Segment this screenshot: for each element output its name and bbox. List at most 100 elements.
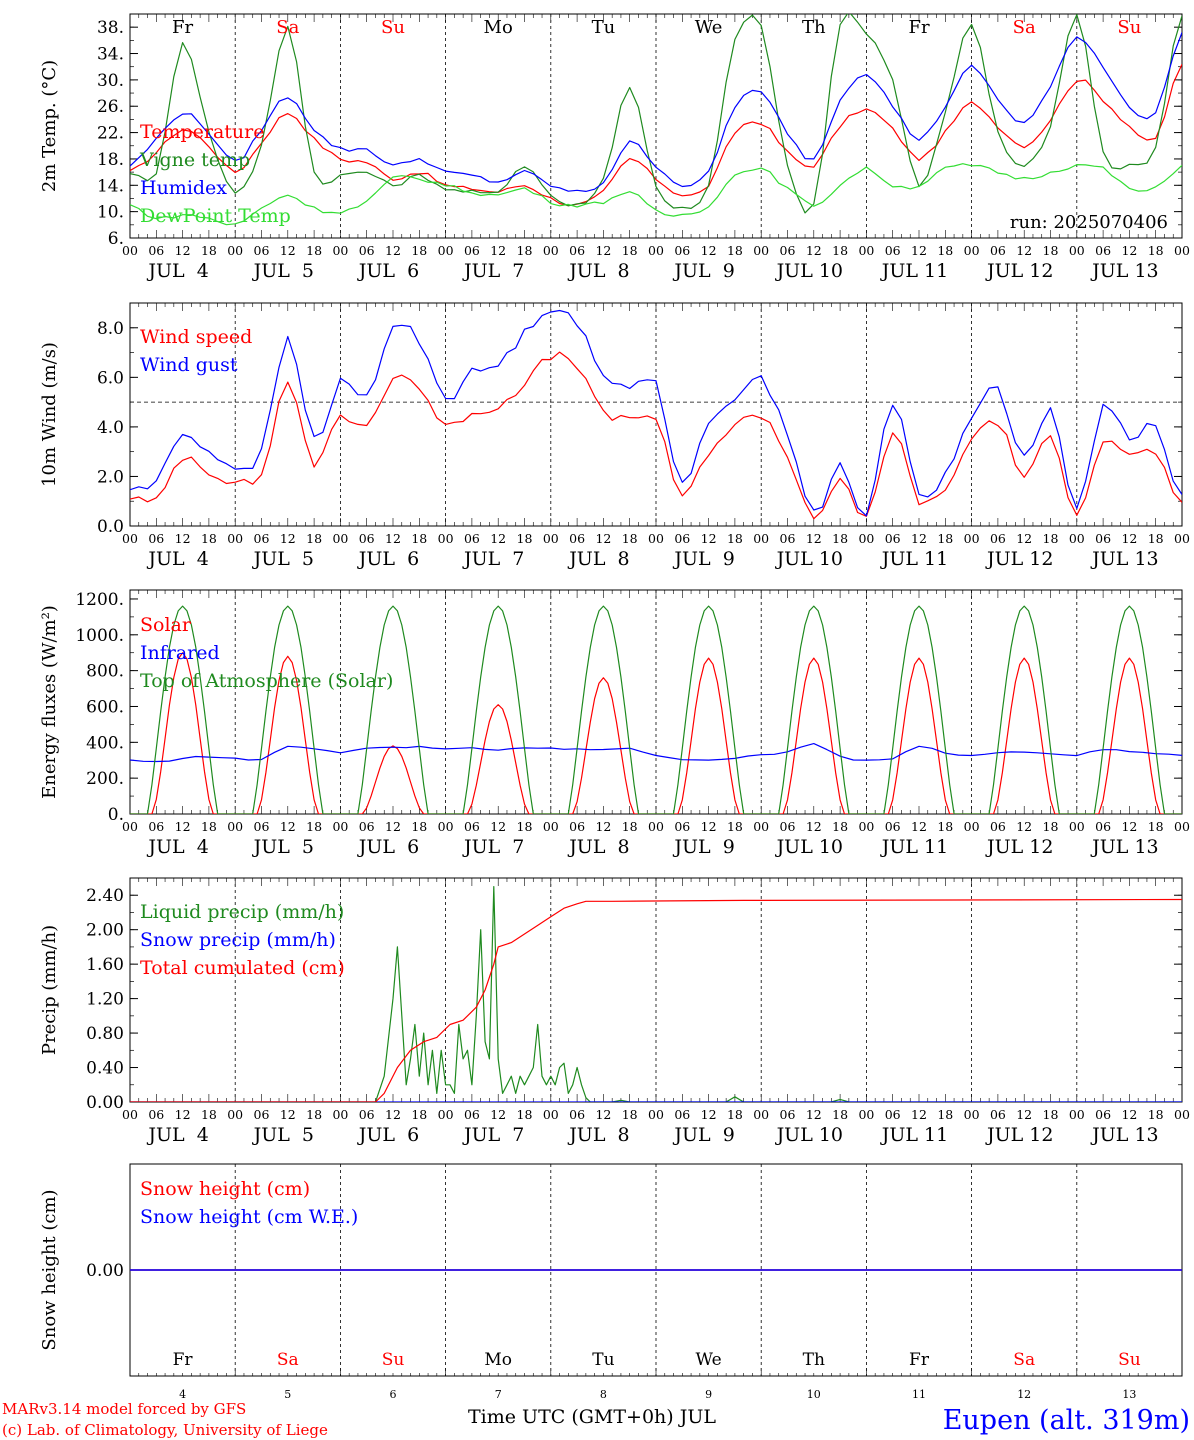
hour-tick-label: 18 xyxy=(201,243,217,258)
date-label: JUL 5 xyxy=(252,836,314,858)
date-label: JUL 8 xyxy=(567,1124,629,1146)
panel-4-series xyxy=(130,886,1182,1102)
day-name: We xyxy=(696,1350,722,1370)
panel-frame xyxy=(129,589,1183,815)
hour-tick-label: 12 xyxy=(490,819,506,834)
day-number: 13 xyxy=(1122,1388,1136,1401)
hour-tick-label: 06 xyxy=(780,531,796,546)
day-name: Fr xyxy=(908,17,929,38)
hour-tick-label: 12 xyxy=(1121,531,1137,546)
hour-tick-label: 06 xyxy=(674,531,690,546)
hour-tick-label: 18 xyxy=(306,531,322,546)
hour-tick-label: 06 xyxy=(1095,243,1111,258)
series-line-wind-gust xyxy=(130,309,1182,517)
hour-tick-label: 00 xyxy=(332,819,348,834)
day-name: Su xyxy=(1118,1350,1141,1370)
hour-tick-label: 00 xyxy=(858,243,874,258)
hour-tick-label: 18 xyxy=(1043,243,1059,258)
hour-tick-label: 06 xyxy=(359,531,375,546)
hour-tick-label: 18 xyxy=(727,531,743,546)
panel-2 xyxy=(129,302,1183,527)
y-tick-label: 0.00 xyxy=(86,1093,124,1113)
date-label: JUL 10 xyxy=(775,548,843,570)
date-label: JUL 9 xyxy=(672,548,734,570)
hour-tick-label: 06 xyxy=(254,243,270,258)
series-layer xyxy=(130,14,1182,1271)
hour-tick-label: 00 xyxy=(332,531,348,546)
hour-tick-label: 18 xyxy=(411,531,427,546)
hour-tick-label: 00 xyxy=(753,819,769,834)
date-label: JUL 7 xyxy=(462,548,524,570)
hour-tick-label: 00 xyxy=(122,243,138,258)
legend-entry: Infrared xyxy=(140,642,220,664)
day-number: 11 xyxy=(912,1388,926,1401)
hour-tick-label: 00 xyxy=(438,243,454,258)
y-axis-title: Energy fluxes (W/m²) xyxy=(39,605,60,799)
hour-tick-label: 12 xyxy=(280,1107,296,1122)
copyright-credit: (c) Lab. of Climatology, University of L… xyxy=(2,1421,328,1439)
hour-tick-label: 12 xyxy=(385,531,401,546)
hour-tick-label: 06 xyxy=(885,243,901,258)
hour-tick-label: 00 xyxy=(648,531,664,546)
hour-tick-label: 00 xyxy=(858,819,874,834)
series-line-top-of-atmosphere-solar- xyxy=(130,605,1182,814)
hour-tick-label: 18 xyxy=(201,819,217,834)
y-tick-label: 2.40 xyxy=(86,886,124,906)
hour-tick-label: 12 xyxy=(701,1107,717,1122)
day-number: 9 xyxy=(705,1388,712,1401)
date-label: JUL 4 xyxy=(146,836,208,858)
hour-tick-label: 00 xyxy=(1174,819,1190,834)
hour-tick-label: 18 xyxy=(411,819,427,834)
hour-tick-label: 18 xyxy=(937,819,953,834)
series-line-wind-speed xyxy=(130,351,1182,520)
legend-entry: Total cumulated (cm) xyxy=(140,957,345,979)
hour-tick-label: 06 xyxy=(1095,531,1111,546)
date-label: JUL 7 xyxy=(462,260,524,282)
hour-tick-label: 12 xyxy=(806,1107,822,1122)
hour-tick-label: 18 xyxy=(727,243,743,258)
hour-tick-label: 00 xyxy=(332,243,348,258)
hour-tick-label: 18 xyxy=(517,243,533,258)
date-label: JUL 4 xyxy=(146,548,208,570)
hour-tick-label: 06 xyxy=(359,243,375,258)
hour-tick-label: 06 xyxy=(148,1107,164,1122)
hour-tick-label: 06 xyxy=(885,531,901,546)
day-name: Sa xyxy=(1013,1350,1035,1370)
date-label: JUL 4 xyxy=(146,1124,208,1146)
hour-tick-label: 00 xyxy=(227,243,243,258)
hour-tick-label: 00 xyxy=(964,243,980,258)
hour-tick-label: 18 xyxy=(832,819,848,834)
hour-tick-label: 06 xyxy=(885,819,901,834)
hour-tick-label: 12 xyxy=(1016,243,1032,258)
day-name: Fr xyxy=(909,1350,930,1370)
hour-tick-label: 00 xyxy=(438,1107,454,1122)
y-tick-label: 4.0 xyxy=(97,418,124,438)
legend-entry: Wind speed xyxy=(140,326,252,348)
panel-1 xyxy=(129,13,1183,239)
hour-tick-label: 12 xyxy=(280,819,296,834)
y-tick-label: 8.0 xyxy=(97,319,124,339)
hour-tick-label: 06 xyxy=(254,1107,270,1122)
hour-tick-label: 12 xyxy=(490,531,506,546)
date-label: JUL 9 xyxy=(672,836,734,858)
date-label: JUL 13 xyxy=(1090,260,1158,282)
hour-tick-label: 00 xyxy=(753,1107,769,1122)
date-label: JUL 10 xyxy=(775,260,843,282)
hour-tick-label: 00 xyxy=(1174,243,1190,258)
date-label: JUL 7 xyxy=(462,836,524,858)
date-label: JUL 7 xyxy=(462,1124,524,1146)
day-number: 8 xyxy=(600,1388,607,1401)
hour-tick-label: 18 xyxy=(1043,531,1059,546)
hour-tick-label: 18 xyxy=(411,1107,427,1122)
hour-tick-label: 06 xyxy=(990,1107,1006,1122)
date-label: JUL 9 xyxy=(672,1124,734,1146)
hour-tick-label: 00 xyxy=(964,531,980,546)
x-axis-title: Time UTC (GMT+0h) JUL xyxy=(468,1406,716,1428)
station-name: Eupen (alt. 319m) xyxy=(943,1405,1190,1436)
hour-tick-label: 12 xyxy=(385,1107,401,1122)
hour-tick-label: 00 xyxy=(1069,243,1085,258)
y-tick-label: 6.0 xyxy=(97,368,124,388)
hour-tick-label: 18 xyxy=(1148,243,1164,258)
series-line-dewpoint-temp xyxy=(130,163,1182,226)
hour-tick-label: 00 xyxy=(543,819,559,834)
